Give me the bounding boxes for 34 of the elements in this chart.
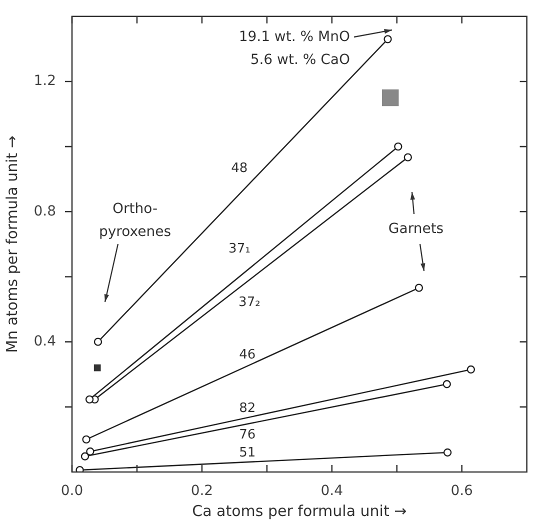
series-label: 51 [239, 445, 256, 460]
x-tick-label: 0.4 [320, 483, 344, 500]
point [384, 35, 392, 44]
point [466, 365, 476, 374]
annotation: 19.1 wt. % MnO 5.6 wt. % CaO [238, 28, 350, 70]
x-tick-label: 0.0 [60, 483, 84, 500]
point [442, 380, 451, 388]
x-tick-label: 0.6 [450, 483, 474, 500]
annotation: Garnets [387, 220, 445, 239]
y-tick-label: 0.8 [34, 203, 56, 220]
point [82, 435, 90, 444]
point [85, 395, 94, 404]
point [86, 447, 94, 456]
series-label: 37₁ [228, 241, 250, 256]
point [80, 452, 90, 460]
point [94, 364, 101, 372]
y-tick-label: 1.2 [34, 73, 56, 90]
point [76, 466, 84, 472]
y-tick-label: 0.4 [34, 333, 56, 350]
series-label: 37₂ [238, 294, 260, 310]
y-axis-title: Mn atoms per formula unit → [2, 136, 21, 353]
annotation: Ortho- pyroxenes [98, 200, 172, 242]
x-tick-label: 0.2 [190, 483, 214, 500]
point [404, 153, 412, 162]
point [94, 338, 102, 346]
x-axis-title: Ca atoms per formula unit → [192, 502, 407, 520]
point [394, 142, 402, 151]
point [382, 89, 399, 106]
series-label: 82 [239, 401, 256, 416]
point [443, 448, 452, 457]
series-label: 48 [231, 161, 248, 176]
point [414, 284, 424, 292]
series-label: 46 [239, 347, 256, 362]
series-label: 76 [239, 427, 256, 442]
